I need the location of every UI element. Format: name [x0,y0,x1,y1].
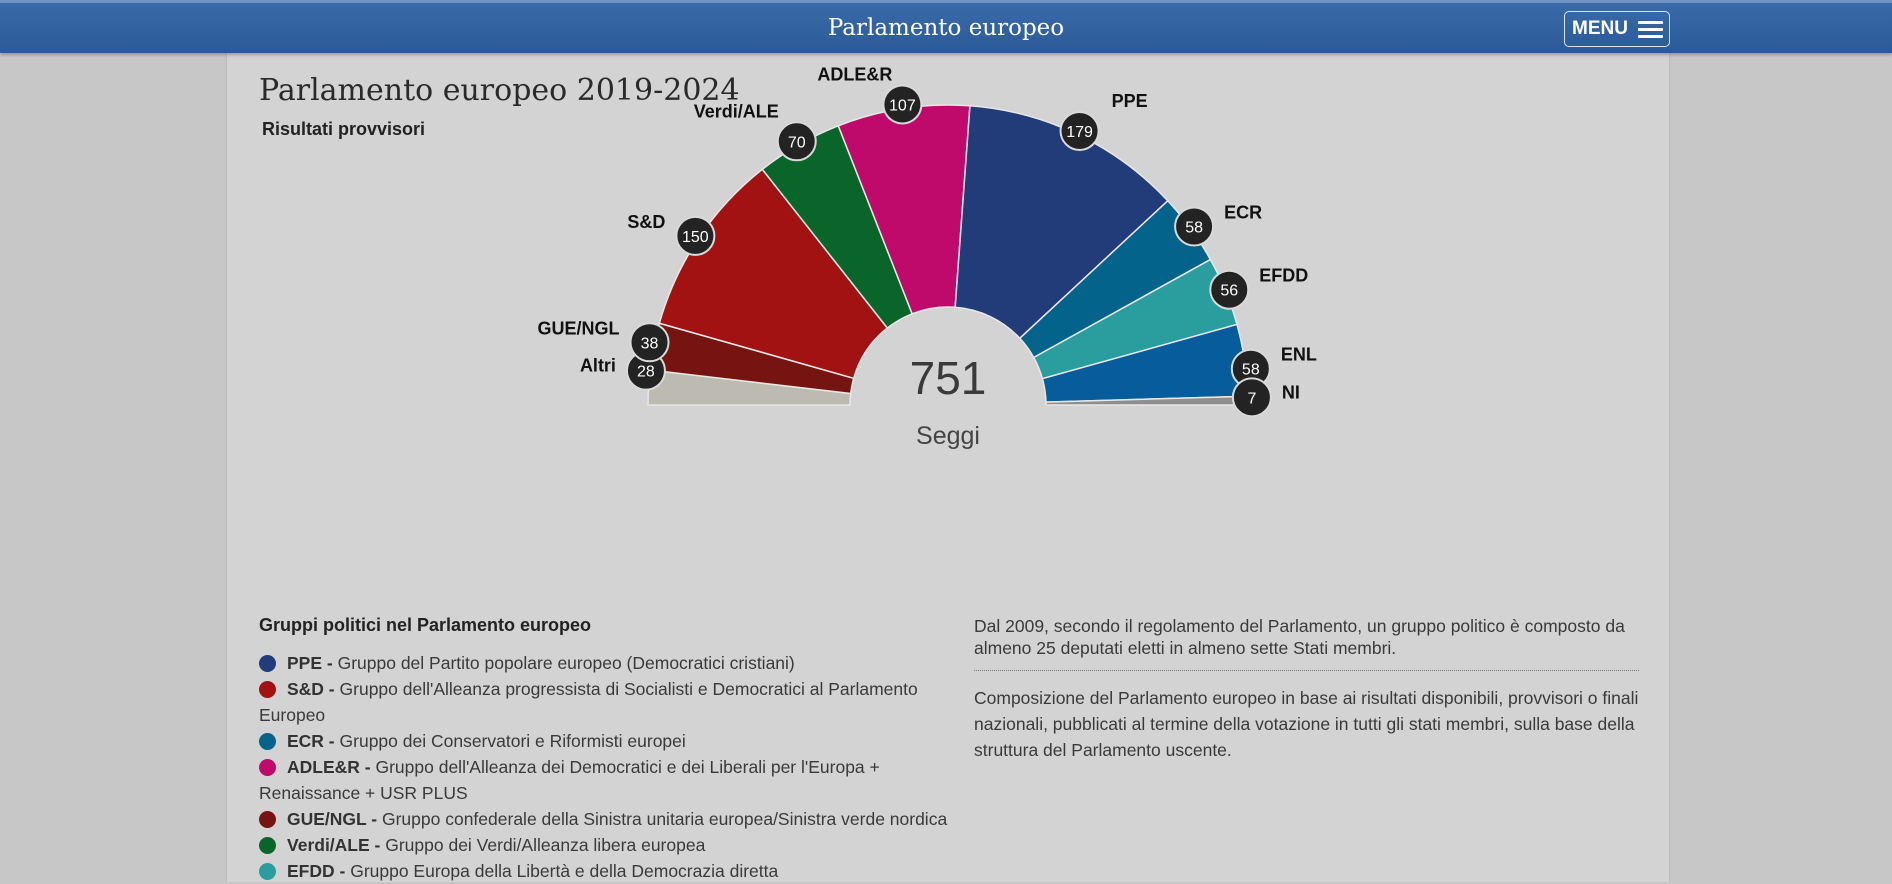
badge-ecr [1174,206,1215,247]
group-color-dot [259,733,276,750]
label-ni: NI [1282,382,1300,402]
group-abbr: EFDD - [287,861,346,881]
page-subtitle: Risultati provvisori [262,119,426,139]
segment-sandd [658,168,889,380]
badge-ppe [1059,110,1100,151]
group-abbr: Verdi/ALE - [287,835,381,855]
top-bar: Parlamento europeo MENU [0,0,1892,53]
label-efdd: EFDD [1259,266,1308,286]
group-color-dot [259,681,276,698]
group-abbr: PPE - [287,653,333,673]
parliament-chart: 28 Altri 38 GUE/NGL 150 S&D 70 Verdi/ALE 107 ADLE… [538,64,1317,450]
label-ppe: PPE [1112,91,1148,111]
badge-ni [1231,377,1272,418]
seat-count-ecr: 58 [1185,220,1203,237]
seat-count-efdd: 56 [1220,283,1238,300]
seat-count-gue-ngl: 38 [641,335,659,352]
group-color-dot [259,655,276,672]
group-abbr: ECR - [287,731,335,751]
info-rule-text: Dal 2009, secondo il regolamento del Par… [974,615,1639,671]
label-verdi-ale: Verdi/ALE [694,101,779,121]
group-item: Verdi/ALE - Gruppo dei Verdi/Alleanza li… [259,832,959,858]
seat-count-ni: 7 [1247,390,1256,407]
badge-sandd [675,215,716,256]
badge-adleandr [882,84,923,125]
info-composition-text: Composizione del Parlamento europeo in b… [974,688,1639,760]
groups-list: Gruppi politici nel Parlamento europeo P… [259,615,959,884]
group-description: Gruppo dell'Alleanza progressista di Soc… [259,679,918,725]
group-abbr: S&D - [287,679,335,699]
label-ecr: ECR [1224,203,1262,223]
group-abbr: ADLE&R - [287,757,371,777]
group-item: S&D - Gruppo dell'Alleanza progressista … [259,676,959,728]
badge-verdi-ale [776,121,817,162]
seat-count-sandd: 150 [682,229,709,246]
seat-count-verdi-ale: 70 [788,134,806,151]
label-sandd: S&D [627,212,665,232]
badge-gue-ngl [629,322,670,363]
segment-ppe [954,105,1169,340]
group-item: PPE - Gruppo del Partito popolare europe… [259,650,959,676]
label-enl: ENL [1281,345,1317,365]
badge-efdd [1209,269,1250,310]
label-gue-ngl: GUE/NGL [538,318,620,338]
group-item: EFDD - Gruppo Europa della Libertà e del… [259,858,959,884]
page-title: Parlamento europeo 2019-2024 [259,73,740,108]
group-description: Gruppo Europa della Libertà e della Demo… [350,861,779,881]
label-adleandr: ADLE&R [817,64,892,84]
group-color-dot [259,811,276,828]
group-color-dot [259,863,276,880]
group-description: Gruppo dell'Alleanza dei Democratici e d… [259,757,880,803]
group-item: GUE/NGL - Gruppo confederale della Sinis… [259,806,959,832]
hamburger-icon [1637,17,1663,42]
group-color-dot [259,759,276,776]
label-altri: Altri [580,356,616,376]
seat-count-altri: 28 [637,364,655,381]
total-seats-label: Seggi [916,422,980,450]
site-title: Parlamento europeo [827,15,1065,41]
main-content: Parlamento europeo 2019-2024 Risultati p… [226,53,1670,882]
group-item: ECR - Gruppo dei Conservatori e Riformis… [259,728,959,754]
seat-count-adleandr: 107 [889,97,916,114]
group-description: Gruppo del Partito popolare europeo (Dem… [337,653,795,673]
group-item: ADLE&R - Gruppo dell'Alleanza dei Democr… [259,754,959,806]
group-abbr: GUE/NGL - [287,809,378,829]
total-seats: 751 [910,352,987,404]
info-panel: Dal 2009, secondo il regolamento del Par… [974,615,1639,763]
menu-button[interactable]: MENU [1564,11,1670,47]
menu-label: MENU [1572,18,1628,39]
seat-count-enl: 58 [1242,362,1260,379]
group-description: Gruppo confederale della Sinistra unitar… [381,809,948,829]
group-color-dot [259,837,276,854]
groups-heading: Gruppi politici nel Parlamento europeo [259,615,592,635]
group-description: Gruppo dei Verdi/Alleanza libera europea [385,835,706,855]
seat-count-ppe: 179 [1066,124,1093,141]
group-description: Gruppo dei Conservatori e Riformisti eur… [339,731,686,751]
